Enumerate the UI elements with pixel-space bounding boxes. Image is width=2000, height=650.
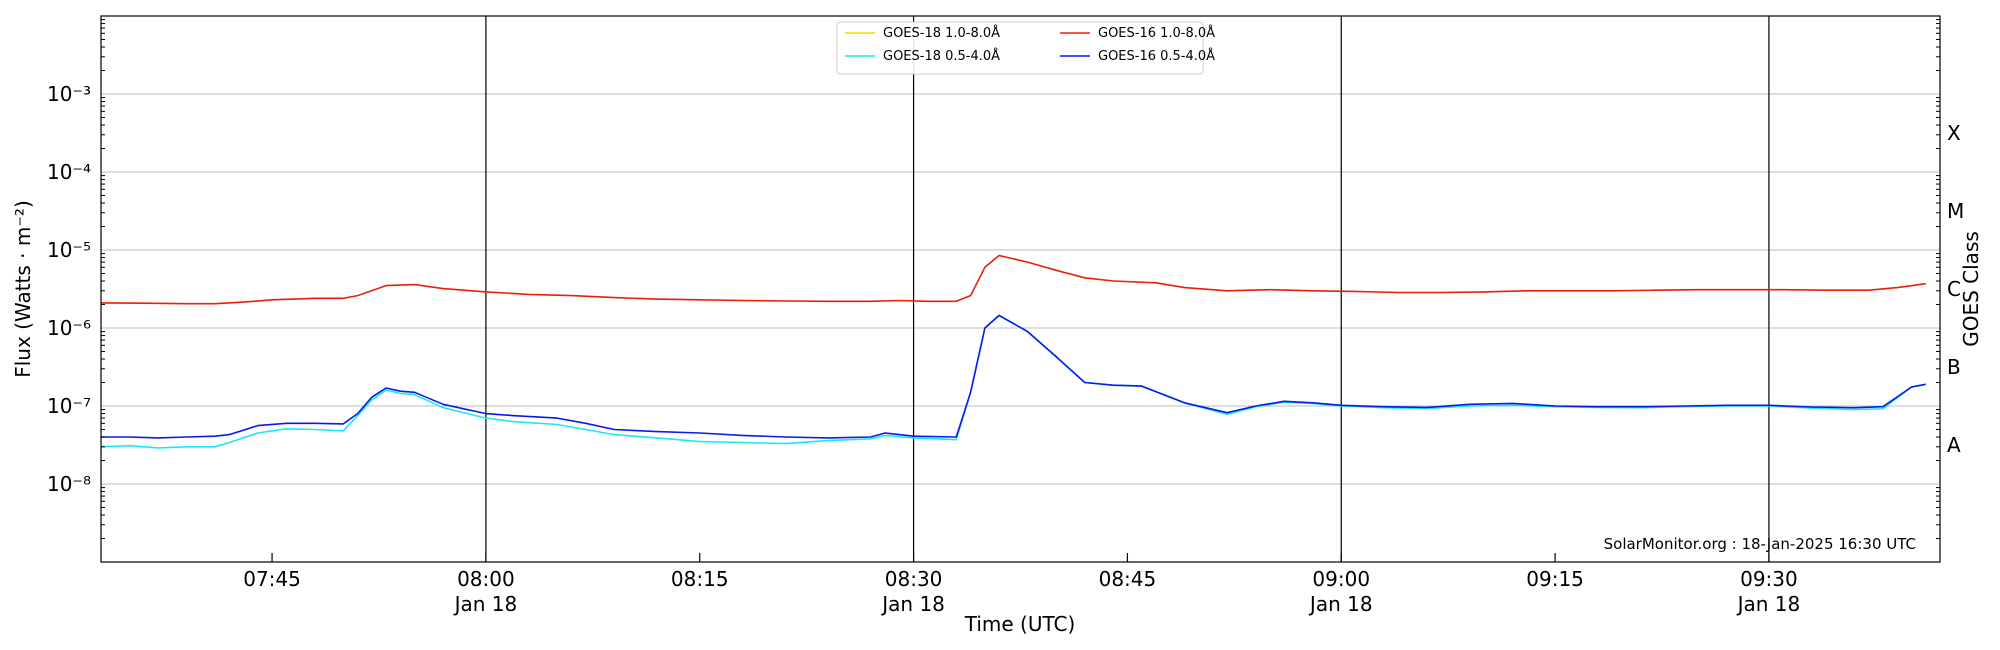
y-tick-label: 10⁻⁵	[47, 238, 91, 262]
x-tick-label: 09:15	[1526, 567, 1584, 591]
plot-frame	[100, 15, 1941, 563]
y-tick-label: 10⁻⁷	[47, 394, 91, 418]
date-boundary-lines	[485, 16, 1770, 562]
legend-label: GOES-18 0.5-4.0Å	[883, 48, 1000, 64]
legend-label: GOES-16 1.0-8.0Å	[1098, 25, 1215, 41]
x-tick-date-label: Jan 18	[880, 592, 945, 616]
grid-lines	[101, 93, 1940, 485]
series-line	[100, 314, 1926, 449]
x-tick-label: 09:00	[1312, 567, 1370, 591]
x-tick-label: 08:30	[885, 567, 943, 591]
series-line	[101, 314, 1926, 439]
legend: GOES-18 1.0-8.0Å GOES-18 0.5-4.0Å GOES-16 …	[836, 21, 1215, 75]
x-tick-date-label: Jan 18	[453, 592, 518, 616]
y2-axis-title: GOES Class	[1959, 231, 1983, 347]
goes-class-label: X	[1947, 121, 1961, 145]
x-tick-date-label: Jan 18	[1308, 592, 1373, 616]
legend-label: GOES-18 1.0-8.0Å	[883, 25, 1000, 41]
x-tick-label: 08:00	[457, 567, 515, 591]
goes-class-label: M	[1947, 199, 1964, 223]
legend-label: GOES-16 0.5-4.0Å	[1098, 48, 1215, 64]
y-axis-title: Flux (Watts · m⁻²)	[11, 200, 35, 378]
data-series	[100, 254, 1926, 449]
goes-class-labels: X M C B A	[1947, 121, 1964, 457]
goes-class-label: C	[1947, 277, 1961, 301]
y-tick-label: 10⁻³	[47, 82, 91, 106]
x-tick-label: 09:30	[1740, 567, 1798, 591]
y-tick-label: 10⁻⁴	[47, 160, 91, 184]
y-axis-ticks: 10⁻³ 10⁻⁴ 10⁻⁵ 10⁻⁶ 10⁻⁷ 10⁻⁸	[47, 19, 1940, 540]
goes-class-label: B	[1947, 355, 1961, 379]
legend-box	[836, 21, 1204, 75]
y-tick-label: 10⁻⁶	[47, 316, 91, 340]
x-tick-label: 07:45	[243, 567, 301, 591]
source-annotation: SolarMonitor.org : 18-Jan-2025 16:30 UTC	[1604, 535, 1916, 553]
x-tick-date-label: Jan 18	[1736, 592, 1801, 616]
y-tick-label: 10⁻⁸	[47, 472, 91, 496]
goes-class-label: A	[1947, 433, 1961, 457]
series-line	[100, 254, 1926, 305]
x-axis-title: Time (UTC)	[964, 612, 1076, 636]
x-tick-label: 08:45	[1099, 567, 1157, 591]
x-tick-label: 08:15	[671, 567, 729, 591]
